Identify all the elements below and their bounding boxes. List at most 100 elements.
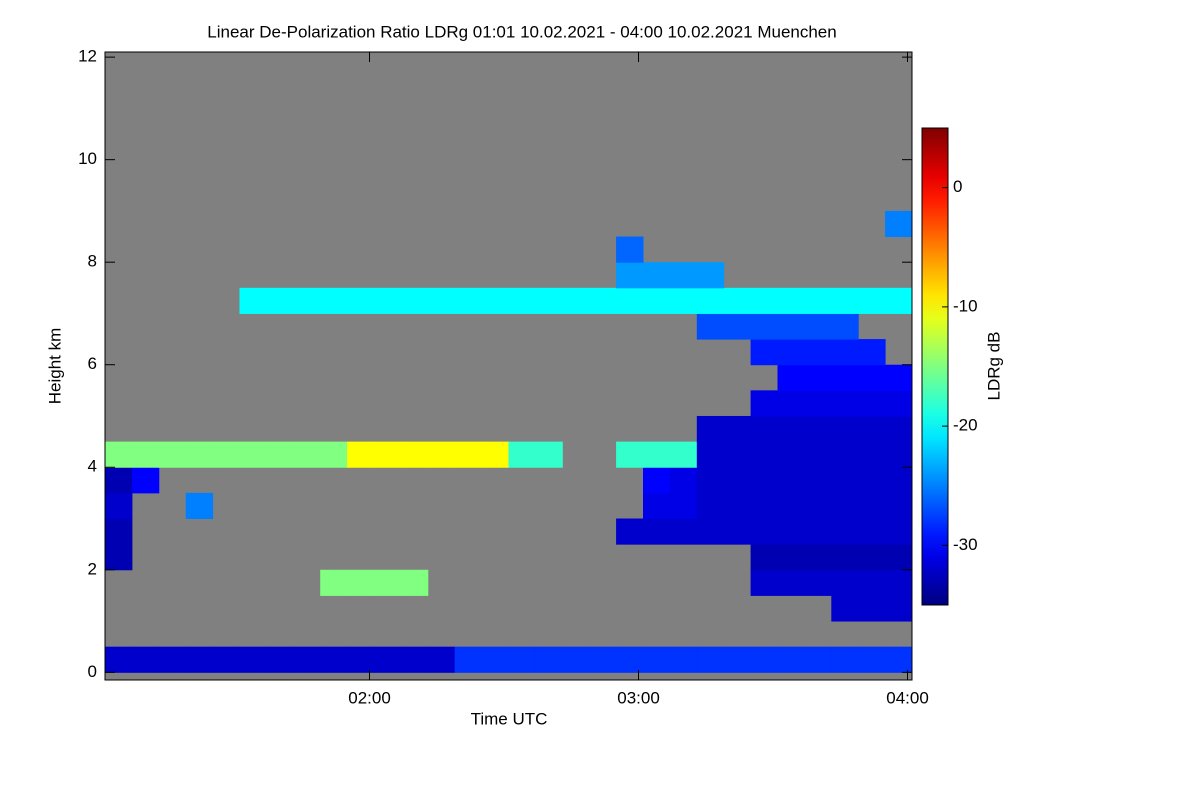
heatmap-cell [777, 339, 805, 366]
heatmap-cell [750, 569, 778, 596]
heatmap-cell [696, 518, 725, 545]
heatmap-cell [616, 441, 644, 468]
heatmap-cell [320, 287, 348, 314]
heatmap-cell [750, 492, 778, 520]
heatmap-cell [643, 441, 671, 468]
heatmap-cell [400, 441, 429, 468]
heatmap-cell [777, 287, 805, 314]
heatmap-cell [669, 646, 698, 673]
heatmap-cell [616, 262, 644, 289]
heatmap-cell [777, 467, 805, 494]
heatmap-cell [562, 646, 590, 673]
heatmap-cell [696, 415, 725, 443]
heatmap-cell [616, 236, 644, 263]
heatmap-cell [131, 467, 160, 494]
heatmap-cell [669, 518, 698, 545]
colorbar-tick-label: -30 [953, 535, 978, 554]
heatmap-cell [454, 441, 483, 468]
heatmap-cell [158, 646, 187, 673]
plot-frame [104, 51, 913, 681]
heatmap-cell [131, 441, 160, 468]
heatmap-cell [696, 313, 725, 340]
heatmap-cell [723, 441, 752, 468]
heatmap-cell [858, 646, 886, 673]
y-tick-label: 0 [88, 662, 97, 681]
heatmap-cell [750, 441, 778, 468]
heatmap-cell [723, 646, 752, 673]
heatmap-cell [777, 646, 805, 673]
heatmap-cell [643, 518, 671, 545]
heatmap-cell [696, 287, 725, 314]
heatmap-cell [858, 415, 886, 443]
heatmap-cell [589, 287, 617, 314]
heatmap-cell [535, 441, 563, 468]
heatmap-cell [831, 467, 859, 494]
heatmap-cell [858, 569, 886, 596]
x-tick-label: 02:00 [348, 688, 391, 707]
heatmap-cell [777, 569, 805, 596]
heatmap-cell [804, 569, 832, 596]
y-tick-label: 6 [88, 354, 97, 373]
heatmap-cell [239, 287, 267, 314]
heatmap-cell [320, 646, 348, 673]
heatmap-cell [858, 339, 886, 366]
heatmap-cell [696, 441, 725, 468]
heatmap-cell [723, 467, 752, 494]
heatmap-cell [885, 390, 913, 417]
heatmap-cell [374, 287, 402, 314]
colorbar-label: LDRg dB [984, 332, 1003, 401]
heatmap-cell [831, 415, 859, 443]
x-tick-label: 03:00 [617, 688, 660, 707]
heatmap-cell [374, 569, 402, 596]
heatmap-cell [777, 390, 805, 417]
x-axis-label: Time UTC [471, 709, 548, 728]
heatmap-cell [508, 287, 536, 314]
heatmap-cell [831, 492, 859, 520]
heatmap-cell [669, 467, 698, 494]
heatmap-cell [777, 415, 805, 443]
heatmap-cell [239, 441, 267, 468]
colorbar-tick-label: 0 [953, 177, 962, 196]
y-tick-label: 2 [88, 559, 97, 578]
heatmap-cell [105, 492, 133, 520]
heatmap-cell [320, 441, 348, 468]
heatmap-cell [131, 646, 160, 673]
heatmap-cell [562, 287, 590, 314]
heatmap-cell [669, 441, 698, 468]
heatmap-cell [374, 441, 402, 468]
heatmap-cell [374, 646, 402, 673]
heatmap-cell [105, 467, 133, 494]
heatmap-cell [185, 492, 214, 520]
heatmap-cell [804, 492, 832, 520]
heatmap-cell [858, 518, 886, 545]
heatmap-cell [427, 441, 456, 468]
heatmap-cell [750, 313, 778, 340]
heatmap-cell [885, 467, 913, 494]
colorbar-tick-label: -10 [953, 296, 978, 315]
colorbar [921, 127, 949, 606]
y-tick-label: 4 [88, 457, 97, 476]
heatmap-cell [777, 544, 805, 571]
heatmap-cell [885, 569, 913, 596]
y-tick-label: 8 [88, 252, 97, 271]
heatmap-cell [885, 646, 913, 673]
heatmap-cell [347, 287, 375, 314]
heatmap-cell [858, 467, 886, 494]
heatmap-cell [723, 415, 752, 443]
heatmap-cell [105, 441, 133, 468]
heatmap-cell [696, 646, 725, 673]
heatmap-cell [750, 390, 778, 417]
heatmap-cell [454, 287, 483, 314]
heatmap-cell [293, 646, 321, 673]
heatmap-cell [750, 287, 778, 314]
heatmap-cell [293, 441, 321, 468]
heatmap-cell [454, 646, 483, 673]
heatmap-cell [427, 646, 456, 673]
heatmap-cell [885, 492, 913, 520]
heatmap-cell [266, 441, 294, 468]
heatmap-cell [616, 287, 644, 314]
heatmap-cell [804, 364, 832, 391]
heatmap-cell [804, 390, 832, 417]
heatmap-cell [400, 287, 429, 314]
